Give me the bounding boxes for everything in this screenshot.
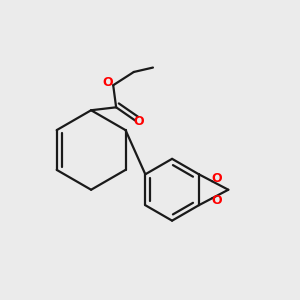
Text: O: O [134, 115, 144, 128]
Text: O: O [212, 172, 222, 185]
Text: O: O [212, 194, 222, 207]
Text: O: O [103, 76, 113, 89]
